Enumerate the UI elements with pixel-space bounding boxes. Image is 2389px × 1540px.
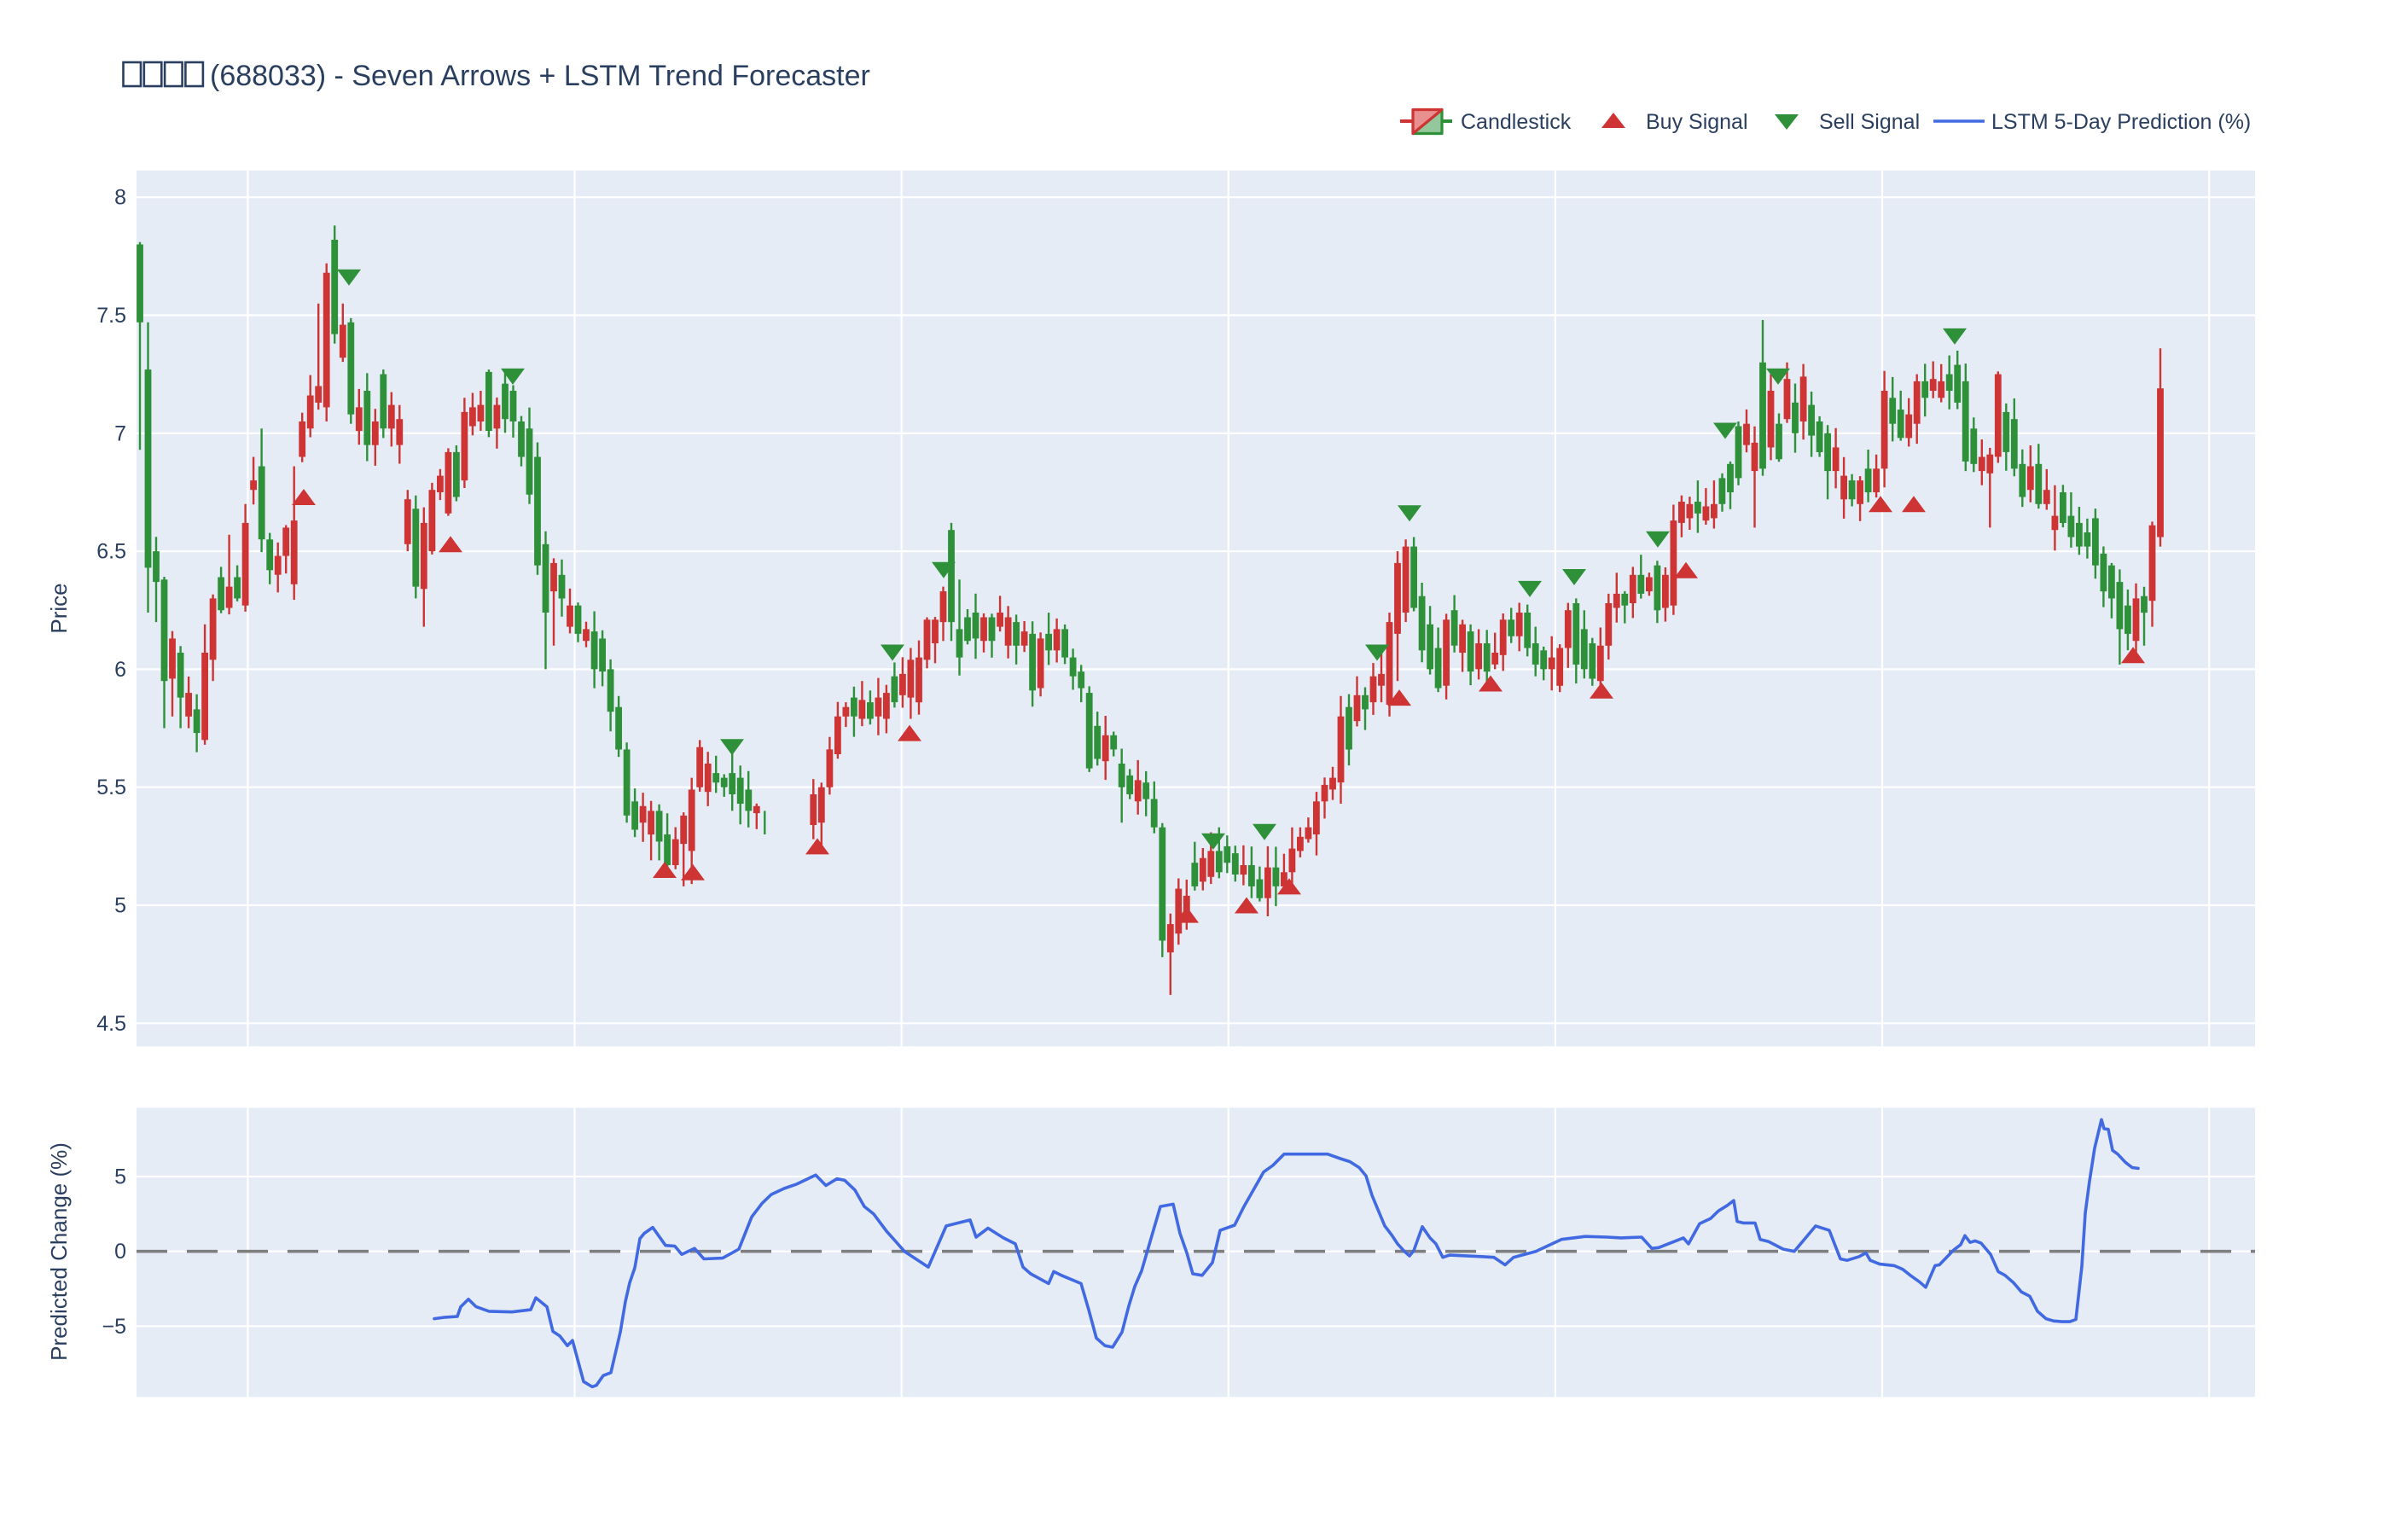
svg-text:7: 7 (114, 421, 126, 445)
svg-text:Buy Signal: Buy Signal (1646, 110, 1748, 134)
svg-text:8: 8 (114, 186, 126, 210)
svg-text:Price: Price (46, 583, 72, 633)
svg-text:7.5: 7.5 (96, 304, 126, 328)
svg-text:Predicted Change (%): Predicted Change (%) (46, 1142, 72, 1361)
svg-text:(688033) - Seven Arrows + LSTM: (688033) - Seven Arrows + LSTM Trend For… (210, 60, 870, 92)
svg-text:Candlestick: Candlestick (1461, 110, 1572, 134)
svg-text:−5: −5 (102, 1315, 126, 1339)
svg-text:5: 5 (114, 1165, 126, 1189)
svg-text:Sell Signal: Sell Signal (1819, 110, 1920, 134)
svg-text:4.5: 4.5 (96, 1012, 126, 1036)
svg-text:5: 5 (114, 894, 126, 918)
svg-text:5.5: 5.5 (96, 776, 126, 799)
svg-text:0: 0 (114, 1240, 126, 1264)
svg-text:6: 6 (114, 658, 126, 682)
svg-text:6.5: 6.5 (96, 540, 126, 564)
svg-text:LSTM 5-Day Prediction (%): LSTM 5-Day Prediction (%) (1991, 110, 2251, 134)
